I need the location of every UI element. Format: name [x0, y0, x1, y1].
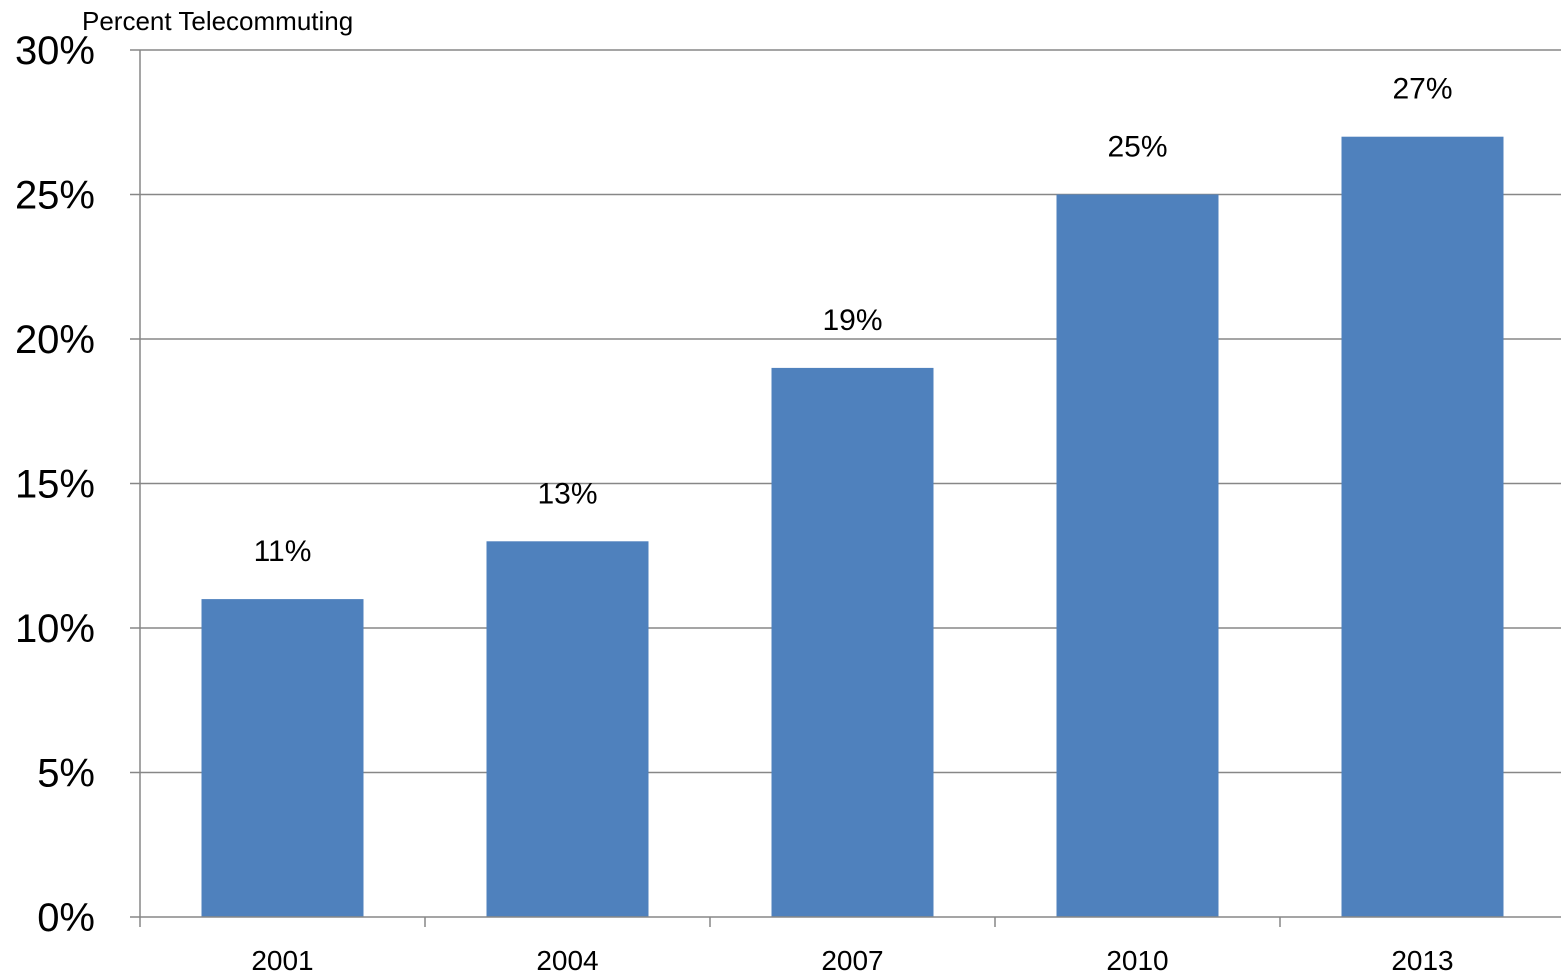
y-tick-label: 20%: [15, 318, 95, 362]
x-tick-label: 2004: [536, 945, 598, 975]
x-tick-label: 2001: [251, 945, 313, 975]
data-label: 11%: [254, 535, 312, 568]
axes: [139, 50, 1561, 927]
y-tick-label: 10%: [15, 607, 95, 651]
bar-2010: [1056, 194, 1219, 917]
bar-2007: [771, 367, 934, 917]
bars: [201, 136, 1504, 917]
y-tick-label: 30%: [15, 29, 95, 73]
x-tick-label: 2013: [1391, 945, 1453, 975]
y-tick-label: 15%: [15, 463, 95, 507]
x-tick-label: 2010: [1106, 945, 1168, 975]
data-label: 25%: [1107, 131, 1167, 164]
y-tick-label: 0%: [37, 896, 95, 940]
data-label: 19%: [822, 304, 882, 337]
data-label: 13%: [537, 477, 597, 510]
y-tick-label: 5%: [37, 752, 95, 796]
y-tick-label: 25%: [15, 174, 95, 218]
x-tick-label: 2007: [821, 945, 883, 975]
bar-2013: [1341, 136, 1504, 917]
chart-title: Percent Telecommuting: [82, 6, 353, 36]
labels: Percent Telecommuting 0% 5% 10% 15% 20% 25% 30…: [15, 6, 1454, 975]
bar-2001: [201, 599, 364, 917]
data-label: 27%: [1392, 73, 1452, 106]
bar-2004: [486, 541, 649, 917]
